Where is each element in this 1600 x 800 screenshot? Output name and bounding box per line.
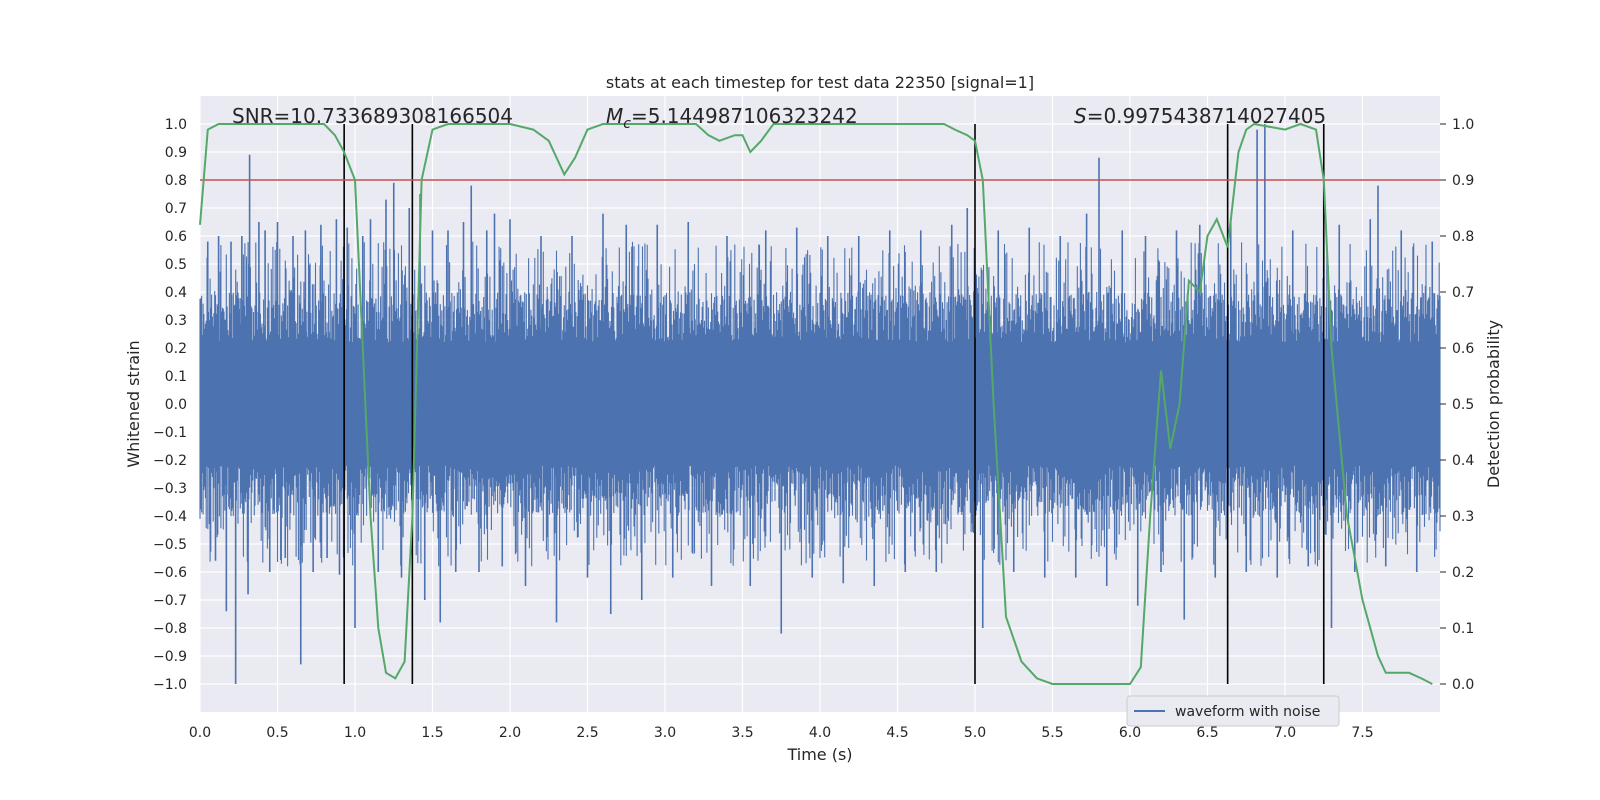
legend-box xyxy=(1126,695,1340,727)
legend-label: waveform with noise xyxy=(1175,704,1320,720)
right-y-tick-label: 1.0 xyxy=(1452,117,1474,133)
x-tick-label: 5.0 xyxy=(964,725,986,741)
x-tick-label: 4.5 xyxy=(886,725,908,741)
left-y-tick-label: 0.8 xyxy=(165,173,187,189)
x-tick-label: 7.0 xyxy=(1274,725,1296,741)
waveform-core xyxy=(200,342,1440,466)
right-axis-ticks: 1.0 0.9 0.8 0.7 0.6 0.5 0.4 0.3 0.2 0.1 0.0 xyxy=(1440,117,1474,693)
left-y-tick-label: −0.5 xyxy=(153,537,187,553)
x-tick-label: 0.5 xyxy=(266,725,288,741)
x-tick-label: 7.5 xyxy=(1351,725,1373,741)
left-y-tick-label: 0.0 xyxy=(165,397,187,413)
snr-annotation: SNR=10.733689308166504 xyxy=(232,104,513,128)
left-y-tick-label: −0.7 xyxy=(153,593,187,609)
chart-title: stats at each timestep for test data 223… xyxy=(606,73,1034,92)
left-y-tick-label: 0.9 xyxy=(165,145,187,161)
legend: waveform with noise xyxy=(1126,695,1340,727)
score-symbol: S xyxy=(1074,104,1087,128)
x-tick-label: 4.0 xyxy=(809,725,831,741)
x-tick-label: 3.0 xyxy=(654,725,676,741)
score-value: =0.9975438714027405 xyxy=(1087,104,1326,128)
chirp-mass-subscript: c xyxy=(623,116,631,132)
left-y-tick-label: −0.9 xyxy=(153,649,187,665)
right-y-tick-label: 0.1 xyxy=(1452,621,1474,637)
x-tick-label: 6.5 xyxy=(1196,725,1218,741)
left-y-tick-label: 0.2 xyxy=(165,341,187,357)
detection-probability-line xyxy=(199,122,1433,685)
score-annotation: S=0.9975438714027405 xyxy=(1074,104,1326,128)
x-tick-label: 1.5 xyxy=(421,725,443,741)
x-tick-label: 0.0 xyxy=(189,725,211,741)
left-y-tick-label: 0.5 xyxy=(165,257,187,273)
left-y-tick-label: −0.2 xyxy=(153,453,187,469)
x-axis-label: Time (s) xyxy=(786,745,852,764)
probability-series-group xyxy=(199,122,1433,685)
right-y-tick-label: 0.5 xyxy=(1452,397,1474,413)
x-tick-label: 5.5 xyxy=(1041,725,1063,741)
waveform-series xyxy=(199,124,1441,684)
x-axis-ticks: 0.0 0.5 1.0 1.5 2.0 2.5 3.0 3.5 4.0 4.5 5.0 5.5 6.0 6… xyxy=(189,725,1374,741)
right-y-tick-label: 0.8 xyxy=(1452,229,1474,245)
left-y-tick-label: 0.6 xyxy=(165,229,187,245)
left-y-tick-label: 0.7 xyxy=(165,201,187,217)
left-y-tick-label: −0.8 xyxy=(153,621,187,637)
left-y-tick-label: 1.0 xyxy=(165,117,187,133)
vertical-markers xyxy=(343,124,1325,684)
chirp-mass-symbol: M xyxy=(606,104,623,128)
x-tick-label: 3.5 xyxy=(731,725,753,741)
x-tick-label: 1.0 xyxy=(344,725,366,741)
right-y-tick-label: 0.6 xyxy=(1452,341,1474,357)
left-y-tick-label: −0.4 xyxy=(153,509,187,525)
left-y-tick-label: 0.3 xyxy=(165,313,187,329)
y-axis-label-right: Detection probability xyxy=(1484,320,1503,488)
left-y-tick-label: −0.1 xyxy=(153,425,187,441)
left-y-tick-label: −1.0 xyxy=(153,677,187,693)
y-axis-label-left: Whitened strain xyxy=(124,340,143,467)
chirp-mass-value: =5.144987106323242 xyxy=(631,104,858,128)
left-axis-ticks: 1.0 0.9 0.8 0.7 0.6 0.5 0.4 0.3 0.2 0.1 0.0 −0.1 −0.… xyxy=(153,117,187,693)
x-tick-label: 2.0 xyxy=(499,725,521,741)
left-y-tick-label: 0.1 xyxy=(165,369,187,385)
right-y-tick-label: 0.7 xyxy=(1452,285,1474,301)
right-y-tick-label: 0.9 xyxy=(1452,173,1474,189)
chirp-mass-annotation: Mc=5.144987106323242 xyxy=(606,104,858,132)
x-tick-label: 2.5 xyxy=(576,725,598,741)
right-y-tick-label: 0.4 xyxy=(1452,453,1474,469)
right-y-tick-label: 0.0 xyxy=(1452,677,1474,693)
left-y-tick-label: −0.3 xyxy=(153,481,187,497)
left-y-tick-label: 0.4 xyxy=(165,285,187,301)
left-y-tick-label: −0.6 xyxy=(153,565,187,581)
right-y-tick-label: 0.2 xyxy=(1452,565,1474,581)
right-y-tick-label: 0.3 xyxy=(1452,509,1474,525)
x-tick-label: 6.0 xyxy=(1119,725,1141,741)
